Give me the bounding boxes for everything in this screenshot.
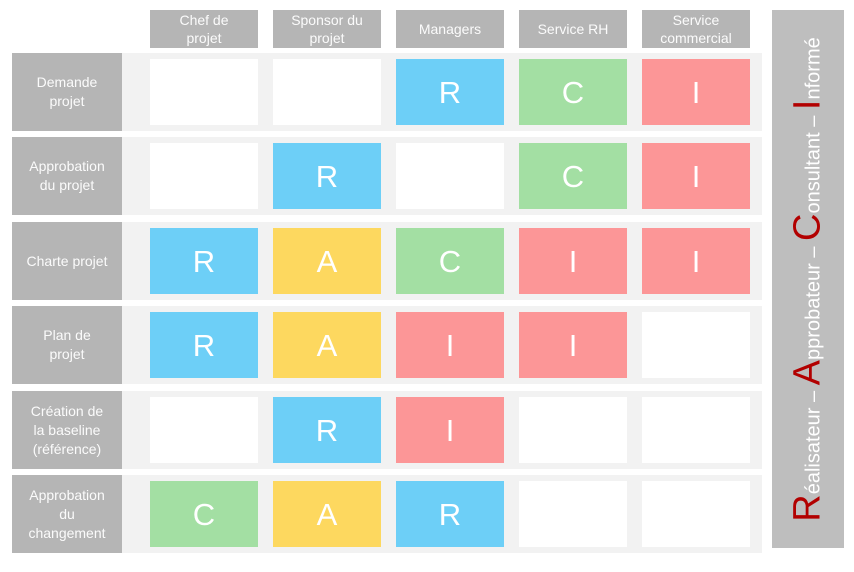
cell-letter: I [568, 243, 578, 279]
raci-cell: R [150, 228, 258, 294]
raci-cell: I [642, 143, 750, 209]
matrix-row: Création de la baseline (référence) R I [12, 391, 762, 469]
empty-cell [642, 397, 750, 463]
row-header: Plan de projet [12, 306, 122, 384]
raci-cell: I [396, 312, 504, 378]
legend-separator: – [802, 109, 825, 132]
column-header: Managers [396, 10, 504, 48]
legend-initial: C [786, 213, 829, 241]
cell-letter: I [691, 243, 701, 279]
cell-letter: A [316, 243, 338, 279]
empty-cell [642, 481, 750, 547]
legend-text: Réalisateur – Approbateur – Consultant –… [787, 37, 830, 521]
raci-cell: C [150, 481, 258, 547]
raci-cell: I [642, 59, 750, 125]
raci-cell: R [273, 397, 381, 463]
legend-separator: – [802, 240, 825, 263]
row-header: Demande projet [12, 53, 122, 131]
raci-cell: R [273, 143, 381, 209]
raci-cell: I [519, 312, 627, 378]
legend-word-rest: nformé [802, 36, 825, 100]
row-header: Approbation du changement [12, 475, 122, 553]
legend-word-rest: éalisateur [802, 407, 825, 494]
cell-letter: I [691, 74, 701, 110]
empty-cell [273, 59, 381, 125]
empty-cell [150, 59, 258, 125]
empty-cell [642, 312, 750, 378]
empty-cell [150, 397, 258, 463]
raci-cell: A [273, 228, 381, 294]
column-header: Service RH [519, 10, 627, 48]
cell-letter: I [445, 327, 455, 363]
legend-initial: R [786, 493, 829, 522]
raci-cell: R [396, 59, 504, 125]
legend-sidebar: Réalisateur – Approbateur – Consultant –… [772, 10, 844, 548]
cell-letter: R [315, 158, 339, 194]
empty-cell [150, 143, 258, 209]
raci-cell: I [519, 228, 627, 294]
cell-letter: R [438, 496, 462, 532]
cell-letter: R [192, 327, 216, 363]
matrix-row: Approbation du projet R C I [12, 137, 762, 215]
empty-cell [519, 397, 627, 463]
row-header: Approbation du projet [12, 137, 122, 215]
column-header: Service commercial [642, 10, 750, 48]
empty-cell [396, 143, 504, 209]
legend-word-rest: pprobateur [802, 262, 825, 360]
raci-cell: R [396, 481, 504, 547]
cell-letter: R [438, 74, 462, 110]
cell-letter: C [192, 496, 216, 532]
cell-letter: I [691, 158, 701, 194]
empty-cell [519, 481, 627, 547]
row-header: Création de la baseline (référence) [12, 391, 122, 469]
raci-cell: A [273, 312, 381, 378]
matrix-row: Charte projet R A C I I [12, 222, 762, 300]
column-header: Sponsor du projet [273, 10, 381, 48]
cell-letter: R [192, 243, 216, 279]
raci-cell: A [273, 481, 381, 547]
matrix-row: Approbation du changement C A R [12, 475, 762, 553]
column-header: Chef de projet [150, 10, 258, 48]
raci-cell: C [519, 143, 627, 209]
raci-cell: C [396, 228, 504, 294]
cell-letter: A [316, 496, 338, 532]
cell-letter: C [561, 158, 585, 194]
cell-letter: A [316, 327, 338, 363]
row-header: Charte projet [12, 222, 122, 300]
legend-initial: A [786, 359, 829, 385]
cell-letter: I [568, 327, 578, 363]
raci-cell: C [519, 59, 627, 125]
cell-letter: C [438, 243, 462, 279]
raci-cell: I [396, 397, 504, 463]
legend-separator: – [802, 384, 825, 408]
cell-letter: C [561, 74, 585, 110]
matrix-row: Plan de projet R A I I [12, 306, 762, 384]
raci-cell: I [642, 228, 750, 294]
matrix-row: Demande projet R C I [12, 53, 762, 131]
cell-letter: I [445, 412, 455, 448]
cell-letter: R [315, 412, 339, 448]
legend-word-rest: onsultant [802, 131, 825, 213]
legend-initial: I [786, 99, 829, 110]
raci-cell: R [150, 312, 258, 378]
